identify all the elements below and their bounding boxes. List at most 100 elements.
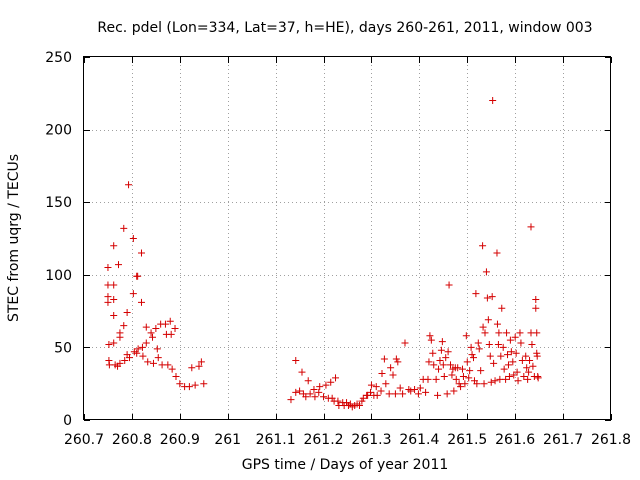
data-point bbox=[432, 375, 440, 383]
data-point bbox=[448, 371, 456, 379]
data-point bbox=[138, 343, 146, 351]
data-point bbox=[488, 293, 496, 301]
data-point bbox=[292, 356, 300, 364]
data-point bbox=[520, 372, 528, 380]
data-point bbox=[506, 336, 514, 344]
data-point bbox=[372, 383, 380, 391]
data-point bbox=[439, 361, 447, 369]
data-point bbox=[470, 354, 478, 362]
x-tick-label: 261.6 bbox=[495, 432, 535, 448]
data-point bbox=[407, 387, 415, 395]
data-point bbox=[355, 401, 363, 409]
data-point bbox=[511, 333, 519, 341]
data-point bbox=[396, 384, 404, 392]
data-point bbox=[164, 361, 172, 369]
data-point bbox=[481, 329, 489, 337]
data-point bbox=[503, 329, 511, 337]
data-point bbox=[121, 356, 129, 364]
data-point bbox=[401, 339, 409, 347]
data-point bbox=[197, 358, 205, 366]
data-point bbox=[104, 298, 112, 306]
y-tick-label: 100 bbox=[45, 268, 72, 284]
data-point bbox=[414, 390, 422, 398]
y-tick-label: 0 bbox=[63, 413, 72, 429]
data-point bbox=[147, 329, 155, 337]
data-point bbox=[133, 349, 141, 357]
data-point bbox=[105, 340, 113, 348]
data-point bbox=[479, 323, 487, 331]
data-point bbox=[443, 390, 451, 398]
data-point bbox=[504, 351, 512, 359]
data-point bbox=[311, 393, 319, 401]
data-point bbox=[161, 320, 169, 328]
data-point bbox=[126, 354, 134, 362]
data-point bbox=[310, 386, 318, 394]
data-point bbox=[116, 359, 124, 367]
data-point bbox=[527, 223, 535, 231]
data-point bbox=[422, 388, 430, 396]
data-point bbox=[514, 377, 522, 385]
data-point bbox=[440, 372, 448, 380]
data-point bbox=[373, 391, 381, 399]
data-point bbox=[389, 371, 397, 379]
data-point bbox=[306, 390, 314, 398]
data-point bbox=[110, 242, 118, 250]
data-point bbox=[134, 345, 142, 353]
data-point bbox=[377, 387, 385, 395]
data-point bbox=[129, 290, 137, 298]
data-point bbox=[517, 339, 525, 347]
data-point bbox=[467, 343, 475, 351]
data-point bbox=[142, 323, 150, 331]
data-point bbox=[387, 364, 395, 372]
data-point bbox=[302, 393, 310, 401]
data-point bbox=[482, 268, 490, 276]
data-point bbox=[534, 374, 542, 382]
data-point bbox=[332, 374, 340, 382]
data-point bbox=[434, 391, 442, 399]
data-point bbox=[494, 340, 502, 348]
data-point bbox=[168, 365, 176, 373]
data-point bbox=[461, 380, 469, 388]
data-point bbox=[444, 348, 452, 356]
data-point bbox=[504, 361, 512, 369]
plot-frame bbox=[83, 56, 611, 420]
data-point bbox=[392, 355, 400, 363]
data-point bbox=[149, 359, 157, 367]
data-point bbox=[191, 381, 199, 389]
data-point bbox=[110, 311, 118, 319]
y-tick-label: 200 bbox=[45, 123, 72, 139]
data-point bbox=[399, 390, 407, 398]
data-point bbox=[380, 355, 388, 363]
data-point bbox=[134, 272, 142, 280]
data-point bbox=[385, 390, 393, 398]
data-point bbox=[480, 380, 488, 388]
x-tick-label: 261.4 bbox=[399, 432, 439, 448]
data-point bbox=[457, 383, 465, 391]
data-point bbox=[125, 181, 133, 189]
data-point bbox=[176, 380, 184, 388]
data-point bbox=[154, 354, 162, 362]
data-point bbox=[171, 325, 179, 333]
data-point bbox=[427, 336, 435, 344]
data-point bbox=[304, 377, 312, 385]
data-point bbox=[367, 381, 375, 389]
data-point bbox=[315, 388, 323, 396]
data-point bbox=[435, 365, 443, 373]
data-point bbox=[110, 295, 118, 303]
x-tick-label: 261.8 bbox=[591, 432, 631, 448]
x-tick-label: 261.3 bbox=[351, 432, 391, 448]
data-point bbox=[505, 372, 513, 380]
data-point bbox=[475, 345, 483, 353]
data-point bbox=[479, 242, 487, 250]
data-point bbox=[463, 358, 471, 366]
data-point bbox=[500, 365, 508, 373]
data-point bbox=[485, 340, 493, 348]
data-point bbox=[327, 378, 335, 386]
data-point bbox=[120, 322, 128, 330]
data-point bbox=[502, 375, 510, 383]
data-point bbox=[358, 397, 366, 405]
data-point bbox=[188, 364, 196, 372]
data-point bbox=[533, 329, 541, 337]
data-point bbox=[466, 367, 474, 375]
x-tick-label: 260.9 bbox=[160, 432, 200, 448]
